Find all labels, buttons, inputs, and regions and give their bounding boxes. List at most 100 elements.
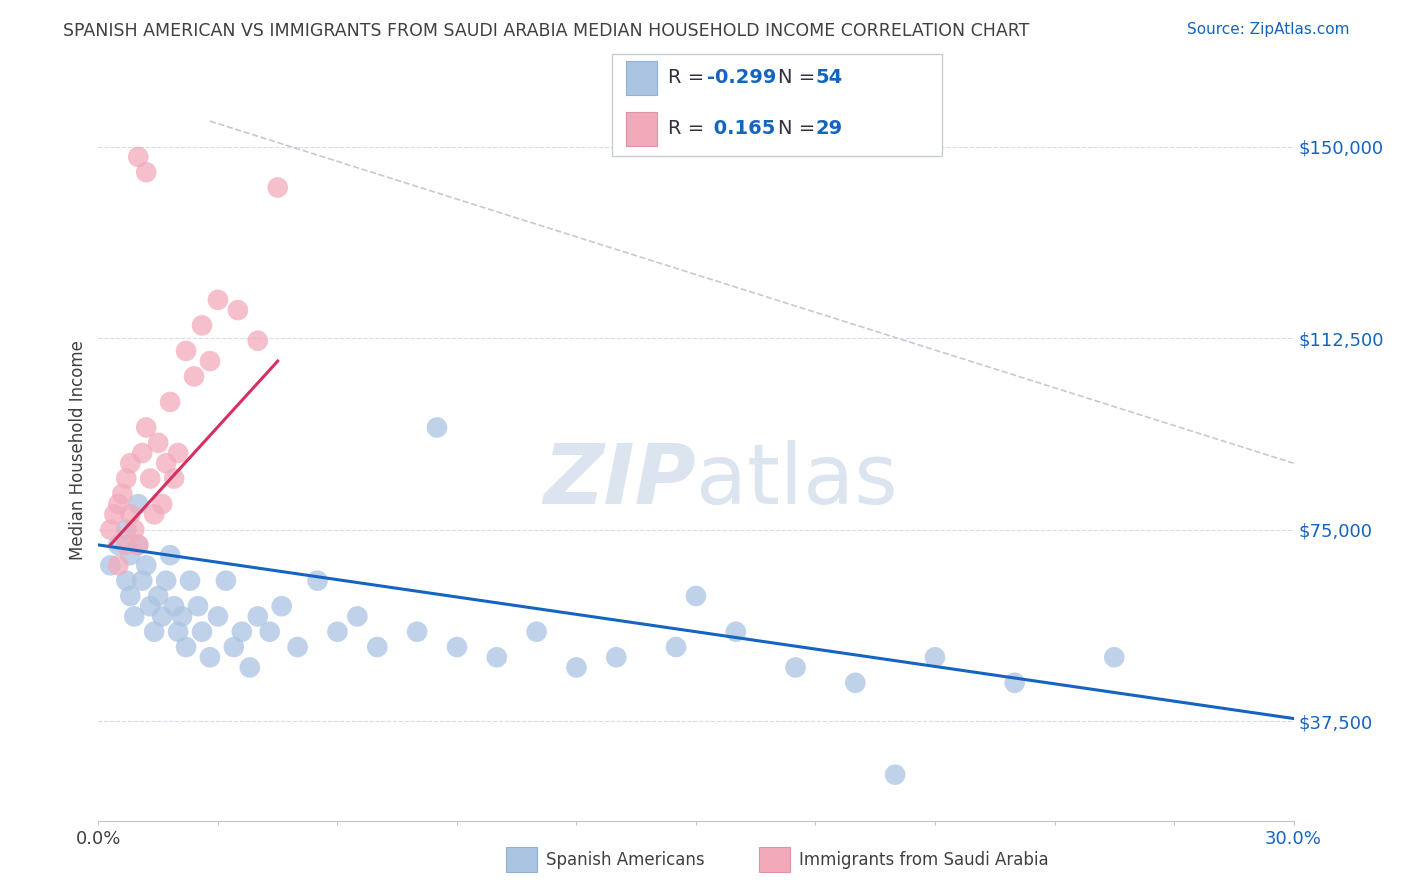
Y-axis label: Median Household Income: Median Household Income: [69, 341, 87, 560]
Text: R =: R =: [668, 120, 710, 138]
Point: [174, 343, 197, 358]
Point: [605, 650, 627, 665]
Text: ZIP: ZIP: [543, 440, 696, 521]
Point: [198, 354, 221, 368]
Text: 54: 54: [815, 68, 842, 87]
Point: [665, 640, 688, 654]
Point: [159, 548, 181, 562]
Point: [191, 318, 214, 333]
Point: [135, 420, 157, 434]
Point: [406, 624, 429, 639]
Point: [163, 599, 186, 614]
Point: [446, 640, 468, 654]
Text: Spanish Americans: Spanish Americans: [546, 851, 704, 869]
Text: SPANISH AMERICAN VS IMMIGRANTS FROM SAUDI ARABIA MEDIAN HOUSEHOLD INCOME CORRELA: SPANISH AMERICAN VS IMMIGRANTS FROM SAUD…: [63, 22, 1029, 40]
Point: [270, 599, 292, 614]
Point: [107, 538, 129, 552]
Point: [1004, 675, 1026, 690]
Point: [226, 303, 249, 318]
Point: [139, 599, 162, 614]
Point: [115, 523, 138, 537]
Point: [143, 624, 166, 639]
Point: [685, 589, 707, 603]
Point: [135, 558, 157, 573]
Point: [107, 497, 129, 511]
Point: [115, 471, 138, 485]
Point: [485, 650, 508, 665]
Point: [174, 640, 197, 654]
Point: [120, 548, 142, 562]
Point: [231, 624, 253, 639]
Point: [163, 471, 186, 485]
Point: [172, 609, 194, 624]
Point: [148, 589, 170, 603]
Point: [115, 538, 138, 552]
Point: [924, 650, 946, 665]
Point: [120, 508, 142, 522]
Point: [526, 624, 548, 639]
Text: R =: R =: [668, 68, 710, 87]
Point: [187, 599, 209, 614]
Point: [207, 293, 229, 307]
Point: [246, 609, 269, 624]
Point: [150, 609, 173, 624]
Text: Immigrants from Saudi Arabia: Immigrants from Saudi Arabia: [799, 851, 1049, 869]
Point: [215, 574, 238, 588]
Point: [98, 558, 122, 573]
Point: [103, 508, 125, 522]
Point: [346, 609, 368, 624]
Point: [198, 650, 221, 665]
Point: [127, 497, 149, 511]
Point: [239, 660, 262, 674]
Point: [307, 574, 329, 588]
Point: [222, 640, 245, 654]
Point: [155, 574, 177, 588]
Point: [124, 609, 146, 624]
Point: [565, 660, 588, 674]
Point: [326, 624, 349, 639]
Point: [111, 487, 134, 501]
Point: [127, 538, 149, 552]
Point: [267, 180, 290, 194]
Point: [131, 446, 153, 460]
Text: N =: N =: [778, 68, 821, 87]
Text: 29: 29: [815, 120, 842, 138]
Point: [179, 574, 201, 588]
Point: [167, 446, 190, 460]
Point: [135, 165, 157, 179]
Point: [120, 456, 142, 470]
Point: [191, 624, 214, 639]
Point: [366, 640, 388, 654]
Point: [183, 369, 205, 384]
Point: [120, 589, 142, 603]
Point: [150, 497, 173, 511]
Text: 0.165: 0.165: [707, 120, 776, 138]
Point: [259, 624, 281, 639]
Text: N =: N =: [778, 120, 821, 138]
Point: [844, 675, 866, 690]
Point: [115, 574, 138, 588]
Point: [1104, 650, 1126, 665]
Point: [159, 395, 181, 409]
Point: [127, 538, 149, 552]
Point: [207, 609, 229, 624]
Point: [143, 508, 166, 522]
Point: [124, 523, 146, 537]
Point: [724, 624, 747, 639]
Point: [139, 471, 162, 485]
Point: [155, 456, 177, 470]
Point: [127, 150, 149, 164]
Point: [785, 660, 807, 674]
Point: [246, 334, 269, 348]
Point: [167, 624, 190, 639]
Point: [287, 640, 309, 654]
Point: [107, 558, 129, 573]
Point: [131, 574, 153, 588]
Text: -0.299: -0.299: [707, 68, 776, 87]
Point: [884, 767, 907, 781]
Point: [98, 523, 122, 537]
Text: atlas: atlas: [696, 440, 897, 521]
Point: [426, 420, 449, 434]
Text: Source: ZipAtlas.com: Source: ZipAtlas.com: [1187, 22, 1350, 37]
Point: [148, 435, 170, 450]
